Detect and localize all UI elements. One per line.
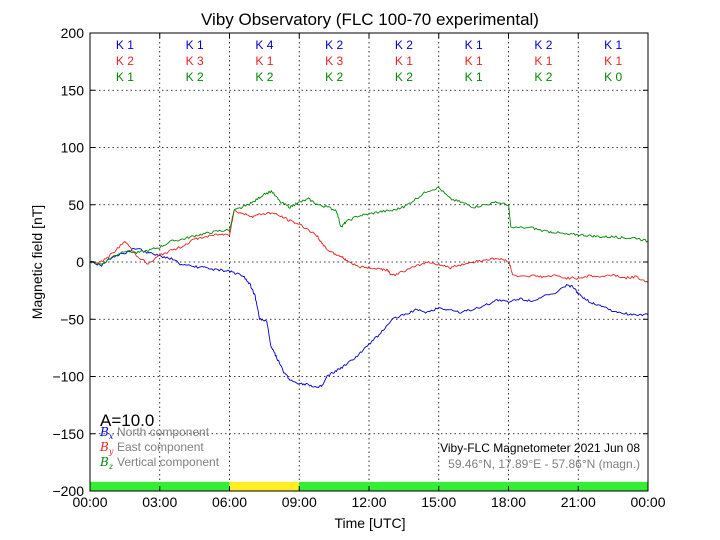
k-index-value: K 1 bbox=[255, 54, 273, 68]
k-index-value: K 1 bbox=[604, 54, 622, 68]
y-tick-label: −100 bbox=[52, 369, 84, 385]
activity-segment bbox=[299, 481, 648, 491]
k-index-value: K 2 bbox=[116, 54, 134, 68]
axis-ticks: 00:00 03:00 06:00 09:00 12:00 15:00 18:00 21:00… bbox=[52, 25, 665, 510]
k-index-value: K 1 bbox=[465, 70, 483, 84]
series-line bbox=[89, 186, 649, 265]
k-index-labels: K 1 K 1 K 4 K 2 K 2 K 1 K 2 K 1 K 2 K 3 K 1 K 3 K 1 K… bbox=[116, 38, 623, 84]
k-index-value: K 1 bbox=[116, 70, 134, 84]
x-tick-label: 18:00 bbox=[491, 494, 526, 510]
legend-label: North component bbox=[117, 425, 210, 439]
legend-symbol: By bbox=[99, 440, 114, 456]
k-index-value: K 1 bbox=[465, 38, 483, 52]
series-line bbox=[89, 247, 649, 389]
k-index-value: K 2 bbox=[325, 70, 343, 84]
x-tick-label: 15:00 bbox=[421, 494, 456, 510]
grid-lines bbox=[90, 33, 648, 491]
legend-label: East component bbox=[117, 440, 204, 454]
legend-symbol: Bz bbox=[99, 455, 114, 471]
y-tick-label: 200 bbox=[61, 25, 85, 41]
series-lines bbox=[89, 186, 649, 389]
x-tick-label: 06:00 bbox=[212, 494, 247, 510]
x-tick-label: 09:00 bbox=[282, 494, 317, 510]
k-index-value: K 3 bbox=[325, 54, 343, 68]
k-index-value: K 1 bbox=[465, 54, 483, 68]
series-line bbox=[89, 209, 649, 283]
k-index-value: K 1 bbox=[116, 38, 134, 52]
y-tick-label: 0 bbox=[76, 254, 84, 270]
x-axis-label: Time [UTC] bbox=[334, 515, 405, 531]
info-line-1: Viby-FLC Magnetometer 2021 Jun 08 bbox=[440, 441, 640, 455]
y-tick-label: −200 bbox=[52, 483, 84, 499]
info-line-2: 59.46°N, 17.89°E - 57.86°N (magn.) bbox=[448, 457, 640, 471]
y-tick-label: 150 bbox=[61, 82, 85, 98]
legend-label: Vertical component bbox=[117, 455, 220, 469]
k-index-value: K 1 bbox=[395, 54, 413, 68]
y-tick-label: 50 bbox=[68, 197, 84, 213]
k-index-value: K 2 bbox=[186, 70, 204, 84]
k-index-value: K 1 bbox=[186, 38, 204, 52]
x-tick-label: 00:00 bbox=[630, 494, 665, 510]
k-index-value: K 1 bbox=[534, 54, 552, 68]
k-index-value: K 3 bbox=[186, 54, 204, 68]
x-tick-label: 12:00 bbox=[351, 494, 386, 510]
a-index-label: A=10.0 bbox=[100, 411, 154, 430]
y-tick-label: −150 bbox=[52, 426, 84, 442]
k-index-value: K 1 bbox=[604, 38, 622, 52]
k-index-value: K 2 bbox=[534, 70, 552, 84]
y-axis-label: Magnetic field [nT] bbox=[29, 205, 45, 319]
chart-title: Viby Observatory (FLC 100-70 experimenta… bbox=[201, 10, 539, 29]
k-index-value: K 2 bbox=[395, 38, 413, 52]
activity-segment bbox=[229, 481, 300, 491]
k-index-value: K 4 bbox=[255, 38, 273, 52]
k-index-value: K 2 bbox=[395, 70, 413, 84]
y-tick-label: 100 bbox=[61, 140, 85, 156]
k-index-value: K 2 bbox=[255, 70, 273, 84]
y-tick-label: −50 bbox=[60, 311, 84, 327]
x-tick-label: 00:00 bbox=[72, 494, 107, 510]
x-tick-label: 21:00 bbox=[561, 494, 596, 510]
k-index-value: K 0 bbox=[604, 70, 622, 84]
x-tick-label: 03:00 bbox=[142, 494, 177, 510]
k-index-value: K 2 bbox=[534, 38, 552, 52]
k-index-value: K 2 bbox=[325, 38, 343, 52]
